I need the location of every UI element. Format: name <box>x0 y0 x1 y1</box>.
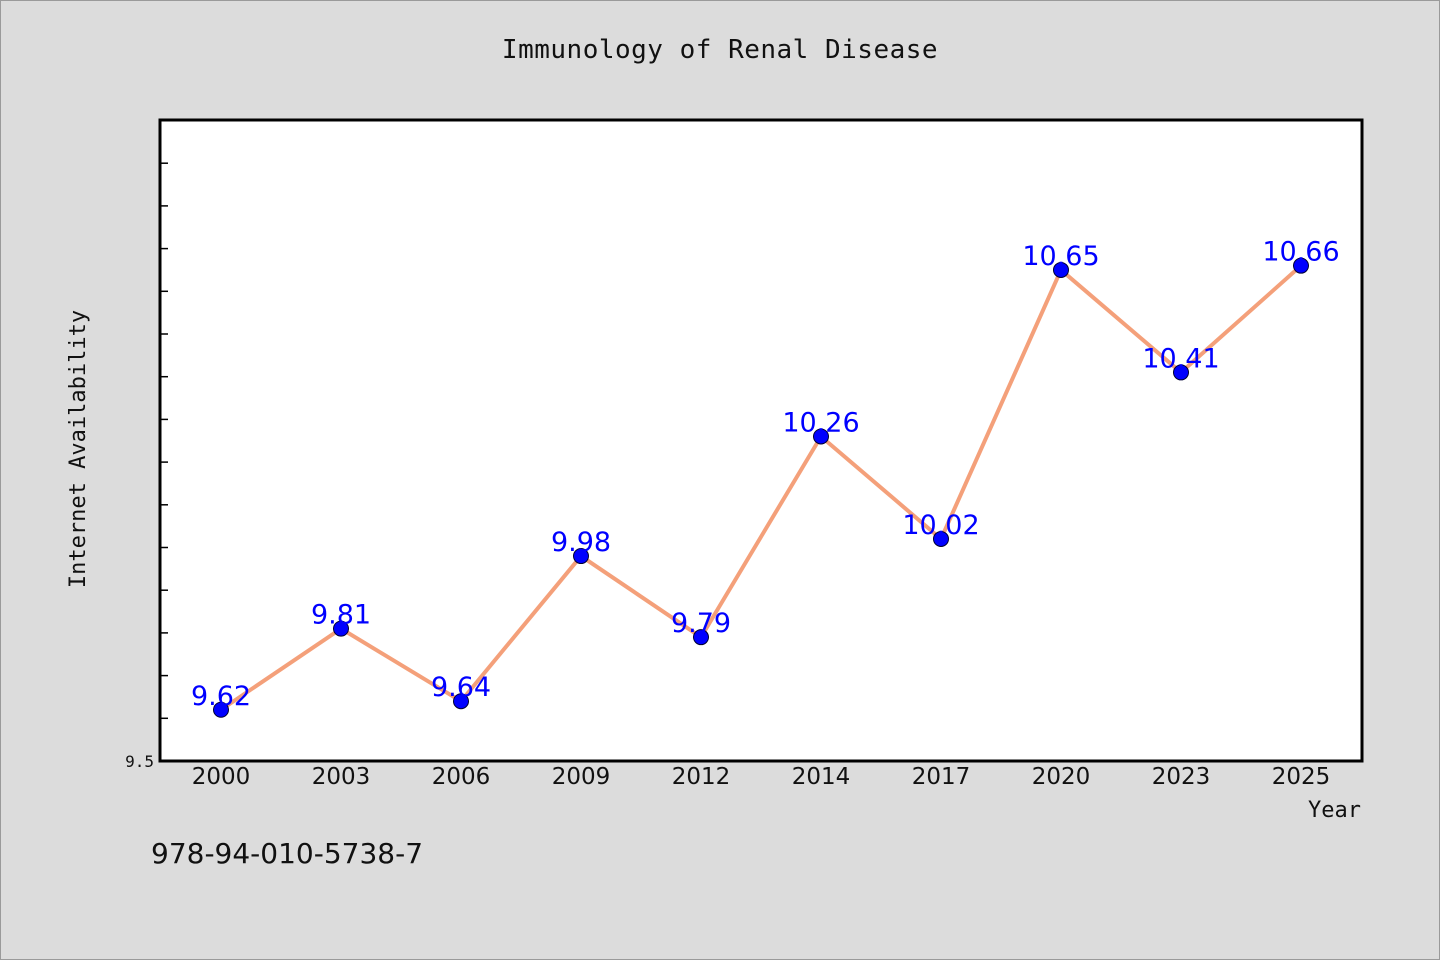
data-point-2020 <box>1053 261 1069 278</box>
y-tick-label-0: 9.5 <box>125 752 154 771</box>
plot-area <box>158 118 1364 763</box>
x-tick-label-4: 2012 <box>672 764 731 790</box>
x-tick-label-7: 2020 <box>1032 764 1091 790</box>
y-axis-label: Internet Availability <box>66 310 91 588</box>
x-tick-label-5: 2014 <box>792 764 851 790</box>
data-labels: 9.62 9.81 9.64 9.98 9.79 10.26 10.02 10.65 10.41… <box>191 237 1340 712</box>
x-axis-tick-labels: 2000 2003 2006 2009 2012 2014 2017 2020 2023 2025 <box>192 764 1331 790</box>
data-point-2009 <box>573 548 589 565</box>
data-label-2000: 9.62 <box>191 681 251 712</box>
isbn-number: 978-94-010-5738-7 <box>151 837 424 870</box>
x-tick-label-2: 2006 <box>432 764 491 790</box>
x-tick-label-1: 2003 <box>312 764 371 790</box>
data-point-2003 <box>333 620 349 637</box>
data-label-2023: 10.41 <box>1142 343 1219 374</box>
data-label-2012: 9.79 <box>671 608 731 639</box>
y-axis-tick-labels: 9.5 <box>125 752 154 771</box>
data-label-2014: 10.26 <box>782 407 859 438</box>
data-label-2017: 10.02 <box>902 510 979 541</box>
data-label-2025: 10.66 <box>1262 237 1339 268</box>
series-markers <box>213 257 1309 718</box>
data-label-2020: 10.65 <box>1022 241 1099 272</box>
data-label-2009: 9.98 <box>551 527 611 558</box>
data-point-2025 <box>1293 257 1309 274</box>
chart-title: Immunology of Renal Disease <box>501 35 939 65</box>
x-tick-label-9: 2025 <box>1272 764 1331 790</box>
data-point-2014 <box>813 428 829 445</box>
x-axis-label: Year <box>1308 798 1361 823</box>
y-axis-ticks <box>160 162 168 720</box>
data-label-2003: 9.81 <box>311 600 371 631</box>
series-line-group <box>219 263 1303 712</box>
x-tick-label-8: 2023 <box>1152 764 1211 790</box>
data-point-2023 <box>1173 364 1189 381</box>
x-tick-label-6: 2017 <box>912 764 971 790</box>
data-point-2006 <box>453 693 469 710</box>
data-point-2017 <box>933 530 949 547</box>
data-point-2012 <box>693 629 709 646</box>
data-label-2006: 9.64 <box>431 672 491 703</box>
data-point-2000 <box>213 701 229 718</box>
x-tick-label-0: 2000 <box>192 764 251 790</box>
series-line <box>219 263 1303 712</box>
x-tick-label-3: 2009 <box>552 764 611 790</box>
